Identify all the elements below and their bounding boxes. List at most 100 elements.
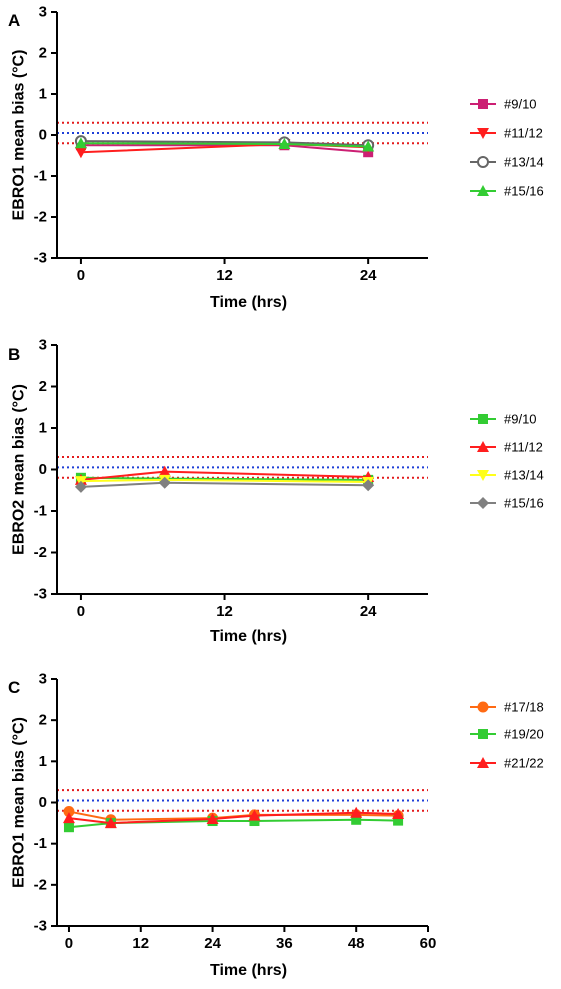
legend-marker xyxy=(477,185,489,196)
panel-letter: C xyxy=(8,678,20,697)
panel-letter: A xyxy=(8,11,20,30)
y-tick-label: 2 xyxy=(39,378,47,395)
series-4 xyxy=(74,137,375,152)
y-tick-label: 1 xyxy=(39,86,47,103)
series-line xyxy=(68,811,399,825)
legend-marker xyxy=(477,128,489,139)
y-tick-label: 1 xyxy=(39,420,47,437)
legend-label: #15/16 xyxy=(504,496,544,511)
x-tick-label: 0 xyxy=(77,267,85,284)
y-tick-label: -3 xyxy=(34,250,47,267)
x-tick-label: 12 xyxy=(132,935,149,952)
legend-label: #9/10 xyxy=(504,412,537,427)
y-tick-label: -1 xyxy=(34,503,47,520)
x-axis-title: Time (hrs) xyxy=(210,628,287,645)
x-axis-title: Time (hrs) xyxy=(210,294,287,311)
legend-item: #17/18 xyxy=(470,700,544,715)
data-point xyxy=(392,808,405,820)
y-tick-label: 3 xyxy=(39,337,47,354)
legend-item: #11/12 xyxy=(470,440,543,455)
legend-label: #9/10 xyxy=(504,97,537,112)
legend-marker xyxy=(477,497,489,509)
y-tick-label: 2 xyxy=(39,45,47,62)
data-point xyxy=(158,465,171,477)
data-point xyxy=(350,806,363,818)
y-tick-label: -2 xyxy=(34,876,47,893)
legend-marker xyxy=(477,701,489,713)
legend-item: #15/16 xyxy=(470,496,544,511)
data-point xyxy=(74,137,87,149)
y-tick-label: -1 xyxy=(34,168,47,185)
data-point xyxy=(63,806,75,818)
y-axis-title: EBRO2 mean bias (°C) xyxy=(11,384,28,555)
data-point xyxy=(393,815,404,826)
data-point xyxy=(206,812,219,824)
y-tick-label: -2 xyxy=(34,544,47,561)
series-line xyxy=(80,481,369,488)
legend: #17/18 #19/20 #21/22 xyxy=(470,700,544,771)
legend-label: #15/16 xyxy=(504,184,544,199)
data-point xyxy=(104,817,117,829)
x-tick-label: 0 xyxy=(77,603,85,620)
legend-item: #19/20 xyxy=(470,727,544,742)
y-tick-label: 0 xyxy=(39,794,47,811)
data-point xyxy=(248,809,261,821)
x-tick-label: 0 xyxy=(65,935,73,952)
x-tick-label: 12 xyxy=(216,267,233,284)
x-tick-label: 12 xyxy=(216,603,233,620)
x-tick-label: 24 xyxy=(360,267,377,284)
y-axis-title: EBRO1 mean bias (°C) xyxy=(11,717,28,888)
legend-item: #11/12 xyxy=(470,126,543,141)
series-line xyxy=(68,818,399,829)
legend-marker xyxy=(478,99,488,109)
legend-item: #13/14 xyxy=(470,155,544,170)
y-tick-label: -2 xyxy=(34,209,47,226)
legend-marker xyxy=(478,729,488,739)
legend-marker xyxy=(477,441,489,452)
legend-label: #17/18 xyxy=(504,700,544,715)
data-point xyxy=(63,822,74,833)
legend-label: #13/14 xyxy=(504,468,544,483)
x-tick-label: 48 xyxy=(348,935,365,952)
legend-item: #21/22 xyxy=(470,756,544,771)
y-axis-title: EBRO1 mean bias (°C) xyxy=(11,50,28,221)
data-point xyxy=(362,479,375,492)
y-tick-label: 0 xyxy=(39,127,47,144)
data-point xyxy=(278,138,291,150)
legend: #9/10 #11/12 #13/14 #15/16 xyxy=(470,97,544,199)
data-point xyxy=(249,816,260,827)
data-point xyxy=(351,814,362,825)
legend-label: #19/20 xyxy=(504,727,544,742)
x-tick-label: 60 xyxy=(420,935,437,952)
x-axis-title: Time (hrs) xyxy=(210,962,287,979)
data-point xyxy=(74,480,87,493)
series-3 xyxy=(62,806,405,829)
legend-label: #11/12 xyxy=(504,126,543,141)
legend-marker xyxy=(477,156,489,168)
legend-label: #21/22 xyxy=(504,756,544,771)
legend-item: #15/16 xyxy=(470,184,544,199)
y-tick-label: 3 xyxy=(39,671,47,688)
data-point xyxy=(158,476,171,489)
data-point xyxy=(74,147,87,159)
y-tick-label: 3 xyxy=(39,4,47,21)
data-point xyxy=(362,140,375,152)
legend-label: #13/14 xyxy=(504,155,544,170)
y-tick-label: -3 xyxy=(34,586,47,603)
x-tick-label: 24 xyxy=(360,603,377,620)
y-tick-label: 1 xyxy=(39,753,47,770)
y-tick-label: 0 xyxy=(39,461,47,478)
legend-marker xyxy=(477,470,489,481)
legend-marker xyxy=(477,757,489,768)
x-tick-label: 36 xyxy=(276,935,293,952)
y-tick-label: 2 xyxy=(39,712,47,729)
legend-item: #13/14 xyxy=(470,468,544,483)
legend: #9/10 #11/12 #13/14 #15/16 xyxy=(470,412,544,511)
data-point xyxy=(62,812,75,824)
legend-item: #9/10 xyxy=(470,412,537,427)
series-4 xyxy=(74,476,375,493)
